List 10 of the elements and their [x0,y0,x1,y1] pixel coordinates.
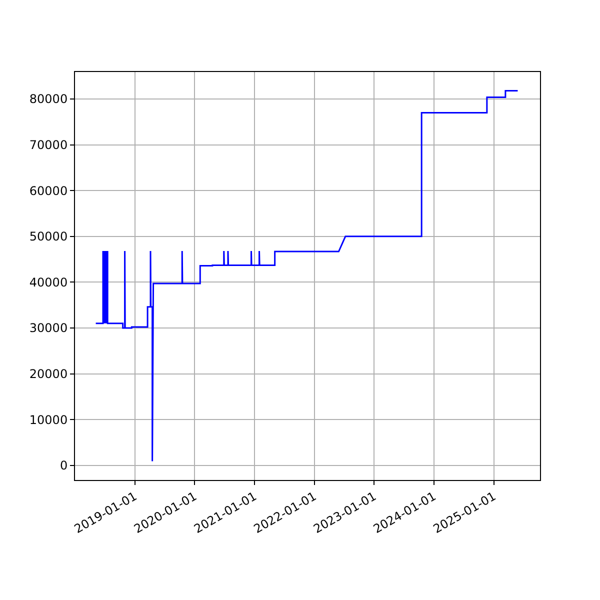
y-tick-label: 80000 [29,92,68,106]
y-tick-label: 40000 [29,275,68,290]
y-tick-label: 30000 [29,321,68,336]
line-series [95,90,518,462]
y-tick-label: 50000 [29,230,68,244]
y-tick-label: 60000 [29,184,68,198]
y-tick-label: 70000 [29,138,68,152]
y-tick-label: 10000 [29,412,68,427]
y-tick-label: 20000 [29,366,68,381]
y-tick-label: 0 [60,458,68,473]
